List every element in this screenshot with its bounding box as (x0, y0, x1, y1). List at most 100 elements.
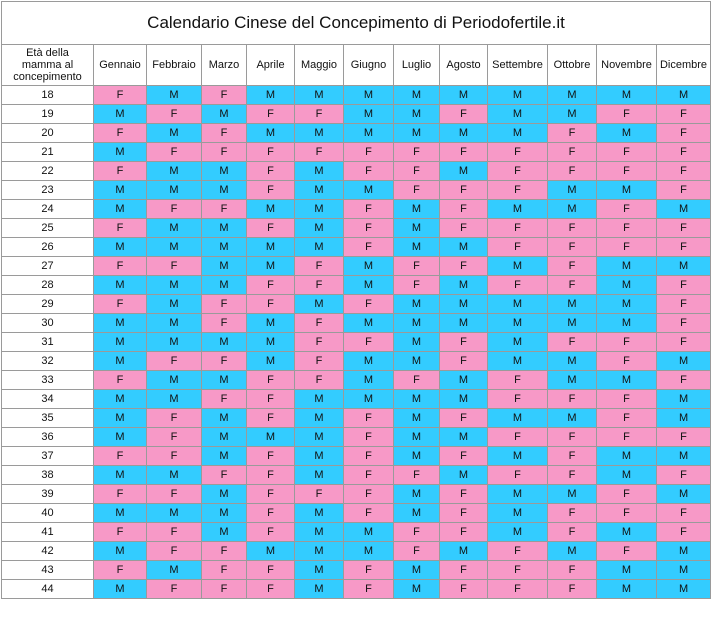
sex-cell: F (547, 522, 597, 542)
month-header: Gennaio (93, 44, 147, 86)
sex-cell: M (547, 180, 597, 200)
sex-cell: M (246, 541, 295, 561)
age-row: 20 F M F M M M M M M F M F (1, 123, 712, 143)
sex-cell: F (201, 351, 247, 371)
sex-cell: F (294, 104, 344, 124)
age-cell: 43 (1, 560, 94, 580)
sex-cell: F (439, 142, 488, 162)
sex-cell: M (294, 427, 344, 447)
sex-cell: M (343, 389, 394, 409)
sex-cell: F (596, 427, 657, 447)
sex-cell: F (655, 522, 712, 542)
sex-cell: F (439, 408, 488, 428)
sex-cell: M (146, 389, 202, 409)
sex-cell: M (596, 370, 657, 390)
sex-cell: F (201, 579, 247, 599)
sex-cell: M (547, 370, 597, 390)
month-header: Agosto (439, 44, 488, 86)
sex-cell: F (393, 541, 440, 561)
sex-cell: M (655, 579, 712, 599)
sex-cell: M (294, 218, 344, 238)
sex-cell: F (343, 579, 394, 599)
age-cell: 25 (1, 218, 94, 238)
sex-cell: F (294, 484, 344, 504)
sex-cell: M (343, 522, 394, 542)
sex-cell: F (201, 294, 247, 314)
sex-cell: F (439, 446, 488, 466)
sex-cell: M (655, 541, 712, 561)
age-row: 37 F F M F M F M F M F M M (1, 446, 712, 466)
sex-cell: M (343, 256, 394, 276)
sex-cell: M (146, 123, 202, 143)
sex-cell: F (439, 351, 488, 371)
age-row: 27 F F M M F M F F M F M M (1, 256, 712, 276)
sex-cell: F (439, 560, 488, 580)
sex-cell: M (93, 180, 147, 200)
age-cell: 44 (1, 579, 94, 599)
sex-cell: F (487, 161, 548, 181)
sex-cell: F (547, 332, 597, 352)
age-row: 25 F M M F M F M F F F F F (1, 218, 712, 238)
sex-cell: M (596, 313, 657, 333)
sex-cell: F (146, 256, 202, 276)
sex-cell: F (343, 218, 394, 238)
sex-cell: M (201, 275, 247, 295)
sex-cell: M (655, 199, 712, 219)
sex-cell: M (487, 503, 548, 523)
age-cell: 40 (1, 503, 94, 523)
sex-cell: F (343, 446, 394, 466)
sex-cell: F (596, 484, 657, 504)
sex-cell: M (146, 332, 202, 352)
sex-cell: M (439, 389, 488, 409)
age-row: 33 F M M F F M F M F M M F (1, 370, 712, 390)
age-cell: 28 (1, 275, 94, 295)
sex-cell: M (596, 275, 657, 295)
sex-cell: M (547, 313, 597, 333)
sex-cell: M (294, 199, 344, 219)
sex-cell: M (201, 427, 247, 447)
age-cell: 30 (1, 313, 94, 333)
sex-cell: F (596, 237, 657, 257)
sex-cell: M (343, 104, 394, 124)
age-cell: 41 (1, 522, 94, 542)
sex-cell: M (294, 579, 344, 599)
sex-cell: F (487, 370, 548, 390)
age-cell: 35 (1, 408, 94, 428)
age-row: 38 M M F F M F F M F F M F (1, 465, 712, 485)
month-header: Novembre (596, 44, 657, 86)
sex-cell: M (655, 85, 712, 105)
sex-cell: F (596, 142, 657, 162)
sex-cell: M (93, 332, 147, 352)
sex-cell: F (246, 218, 295, 238)
sex-cell: F (439, 503, 488, 523)
sex-cell: F (596, 503, 657, 523)
sex-cell: F (439, 256, 488, 276)
sex-cell: F (655, 180, 712, 200)
sex-cell: F (655, 294, 712, 314)
sex-cell: F (93, 446, 147, 466)
sex-cell: F (487, 180, 548, 200)
sex-cell: F (439, 522, 488, 542)
age-row: 44 M F F F M F M F F F M M (1, 579, 712, 599)
sex-cell: M (393, 332, 440, 352)
sex-cell: M (547, 408, 597, 428)
sex-cell: F (146, 408, 202, 428)
sex-cell: M (294, 446, 344, 466)
sex-cell: F (294, 142, 344, 162)
sex-cell: M (487, 104, 548, 124)
age-row: 34 M M F F M M M M F F F M (1, 389, 712, 409)
sex-cell: F (294, 313, 344, 333)
sex-cell: M (439, 541, 488, 561)
sex-cell: M (343, 541, 394, 561)
sex-cell: F (246, 522, 295, 542)
sex-cell: F (246, 465, 295, 485)
sex-cell: M (596, 522, 657, 542)
sex-cell: M (246, 237, 295, 257)
sex-cell: F (655, 275, 712, 295)
sex-cell: F (93, 560, 147, 580)
sex-cell: F (655, 237, 712, 257)
sex-cell: M (393, 218, 440, 238)
sex-cell: F (246, 142, 295, 162)
sex-cell: F (596, 161, 657, 181)
